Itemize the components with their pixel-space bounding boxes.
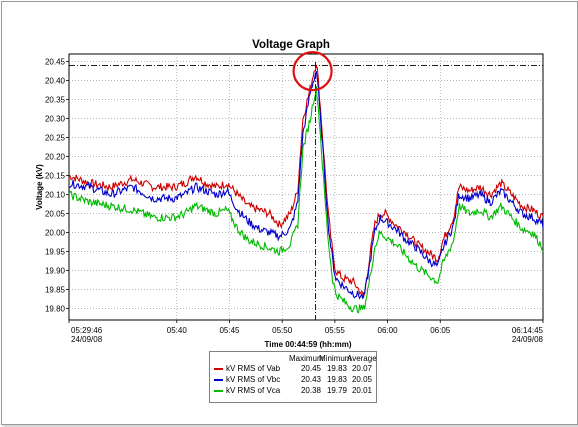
y-tick-label: 20.00 — [45, 229, 66, 238]
y-tick-label: 19.80 — [45, 305, 66, 314]
y-tick-labels: 20.45 20.40 20.35 20.30 20.25 20.20 20.15 20.10… — [45, 58, 66, 314]
legend-swatch-vbc — [214, 379, 223, 381]
legend-avg-vbc: 20.05 — [351, 375, 372, 384]
x-tick-label: 05:29:46 — [71, 326, 103, 335]
y-tick-label: 20.35 — [45, 96, 66, 105]
legend-avg-vca: 20.01 — [351, 386, 372, 395]
y-axis-label: Voltage (kV) — [35, 164, 44, 210]
legend-row-vbc: kV RMS of Vbc 20.43 19.83 20.05 — [210, 375, 376, 385]
y-tick-label: 19.90 — [45, 267, 66, 276]
y-tick-label: 19.85 — [45, 286, 66, 295]
x-tick-date-label: 24/09/08 — [512, 335, 544, 344]
y-tick-label: 19.95 — [45, 248, 66, 257]
y-tick-label: 20.05 — [45, 210, 66, 219]
series-line-0 — [68, 64, 544, 299]
legend-table: Maximum Minimum Average kV RMS of Vab 20… — [209, 351, 377, 403]
legend-header-min: Minimum — [319, 354, 352, 363]
series-line-1 — [68, 71, 544, 300]
peak-marker-group — [292, 50, 333, 320]
x-tick-label: 06:05 — [430, 326, 451, 335]
x-tick-label: 05:50 — [272, 326, 293, 335]
legend-header-max: Maximum — [289, 354, 324, 363]
peak-highlight-circle — [292, 50, 333, 92]
legend-swatch-vab — [214, 368, 223, 370]
legend-row-vca: kV RMS of Vca 20.38 19.79 20.01 — [210, 386, 376, 396]
legend-avg-vab: 20.07 — [351, 364, 372, 373]
legend-min-vab: 19.83 — [326, 364, 347, 373]
x-axis-label: Time 00:44:59 (hh:mm) — [265, 340, 352, 349]
series-lines — [68, 64, 544, 314]
legend-row-vab: kV RMS of Vab 20.45 19.83 20.07 — [210, 364, 376, 374]
y-tick-label: 20.40 — [45, 77, 66, 86]
legend-header-avg: Average — [347, 354, 377, 363]
y-tick-label: 20.20 — [45, 153, 66, 162]
y-tick-label: 20.15 — [45, 172, 66, 181]
x-tick-label: 05:55 — [325, 326, 346, 335]
x-tick-label: 05:45 — [219, 326, 240, 335]
legend-name-vca: kV RMS of Vca — [226, 386, 281, 395]
x-tick-date-label: 24/09/08 — [71, 335, 103, 344]
chart-title: Voltage Graph — [252, 39, 330, 51]
legend-name-vbc: kV RMS of Vbc — [226, 375, 281, 384]
x-tick-label: 06:14:45 — [512, 326, 544, 335]
series-line-2 — [68, 85, 544, 314]
y-tick-label: 20.45 — [45, 58, 66, 67]
x-tick-label: 06:00 — [378, 326, 399, 335]
y-tick-label: 20.25 — [45, 134, 66, 143]
legend-swatch-vca — [214, 390, 223, 392]
legend-max-vab: 20.45 — [300, 364, 321, 373]
x-tick-label: 05:40 — [167, 326, 188, 335]
legend-max-vca: 20.38 — [300, 386, 321, 395]
legend-min-vca: 19.79 — [326, 386, 347, 395]
legend-max-vbc: 20.43 — [300, 375, 321, 384]
legend-name-vab: kV RMS of Vab — [226, 364, 281, 373]
legend-min-vbc: 19.83 — [326, 375, 347, 384]
y-tick-label: 20.30 — [45, 115, 66, 124]
y-tick-label: 20.10 — [45, 191, 66, 200]
